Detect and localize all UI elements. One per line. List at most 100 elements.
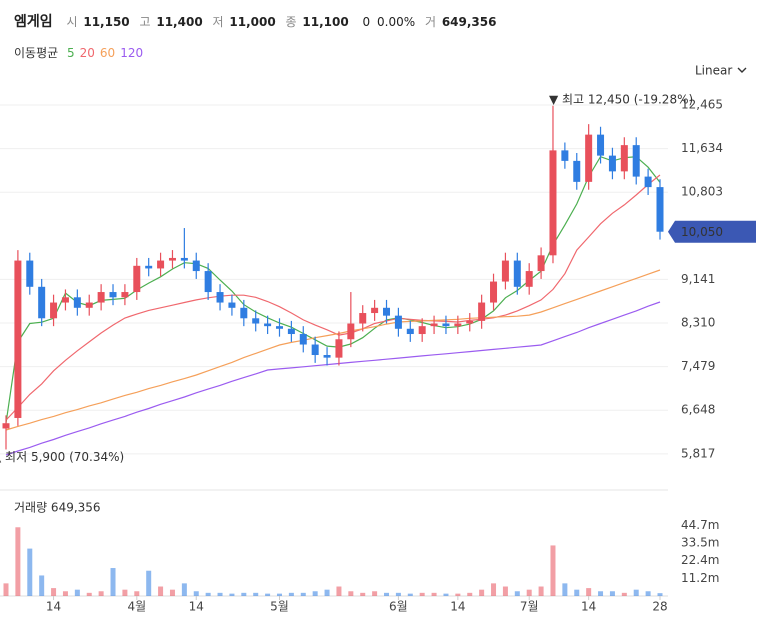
legend-entry: 5 [67,46,75,60]
x-tick-label: 4월 [127,600,146,614]
candle-body [2,423,10,429]
volume-bar [169,589,175,596]
candle-body [597,134,605,156]
candle-body [454,323,462,327]
candle-body [180,257,188,261]
y-tick-label: 8,310 [681,316,715,330]
candle-body [383,307,391,316]
volume-bar [146,570,152,596]
volume-bar [502,586,508,596]
y-tick-label: 10,803 [681,185,723,199]
y-tick-label: 7,479 [681,359,715,373]
candle-body [73,297,81,308]
y-tick-label: 44.7m [681,518,719,532]
candle-body [644,176,652,188]
stock-name: 엠게임 [14,14,53,30]
y-tick-label: 5,817 [681,446,715,460]
candle-body [50,302,58,319]
candle-body [216,292,224,303]
y-tick-label: 6,648 [681,403,715,417]
volume-title: 거래량 649,356 [14,501,101,515]
candle-body [323,355,331,358]
candle-body [537,255,545,272]
volume-bar [467,592,473,596]
moving-average [5,155,661,424]
candle-body [145,265,153,269]
volume-bar [122,589,128,596]
candle-body [311,344,319,356]
volume-bar [229,593,235,596]
x-tick-label: 14 [189,600,204,614]
scale-toggle[interactable]: Linear [695,64,747,78]
chevron [737,67,747,73]
volume-bar [621,592,627,596]
candle-body [157,260,165,269]
legend-title: 이동평균 [14,46,58,60]
volume-bar [526,589,532,596]
scale-mode[interactable]: Linear [695,64,732,78]
volume-bar [360,592,366,596]
volume-bar [193,591,199,596]
current-price-tag [668,220,756,243]
candle-body [561,150,569,161]
volume-bar [217,592,223,596]
change-pct: 0.00% [377,15,415,29]
x-tick-label: 14 [450,600,465,614]
candle-body [109,292,117,298]
candle-body [287,328,295,335]
volume-bar [51,588,57,596]
candle-body [513,260,521,287]
volume-bar [241,592,247,596]
volume-bar [134,591,140,596]
legend: 이동평균 5 20 60 120 [14,46,143,60]
header-label: 거 [425,15,436,29]
volume-bar [645,591,651,596]
candle-body [97,292,105,303]
volume-bar [419,592,425,596]
candle-body [228,302,236,308]
volume-bar [479,589,485,596]
candle-body [299,334,307,345]
volume-bar [562,583,568,596]
moving-average [5,301,661,456]
candle-body [430,323,438,327]
x-tick-label: 14 [581,600,596,614]
header-value: 11,100 [302,15,348,29]
change: 0 [363,15,371,29]
volume-bar [3,583,9,596]
candle-body [168,257,176,261]
volume-bar [336,586,342,596]
volume-bar [633,589,639,596]
y-tick-label: 9,141 [681,272,715,286]
volume-bar [312,591,318,596]
header-value: 11,000 [229,15,275,29]
candle-body [585,134,593,182]
header-value: 11,400 [156,15,202,29]
x-tick-label: 28 [652,600,667,614]
x-tick-label: 6월 [389,600,408,614]
x-tick-label: 14 [46,600,61,614]
candle-body [525,271,533,287]
candle-body [204,271,212,293]
volume-bar [514,591,520,596]
header-value: 649,356 [442,15,497,29]
header-label: 고 [139,15,150,29]
volume-bar [27,548,33,596]
moving-average [5,174,661,421]
volume-bar [324,589,330,596]
candle-body [275,326,283,329]
volume-bar [657,593,663,596]
candle-body [85,302,93,308]
candle-body [573,160,581,182]
volume-bar [348,591,354,596]
y-tick-label: 11,634 [681,141,723,155]
volume-bar [586,588,592,596]
volume-bar [384,592,390,596]
x-tick-label: 7월 [520,600,539,614]
header-label: 시 [66,15,77,29]
volume-bar [598,591,604,596]
candle-body [442,323,450,327]
candle-body [501,260,509,282]
